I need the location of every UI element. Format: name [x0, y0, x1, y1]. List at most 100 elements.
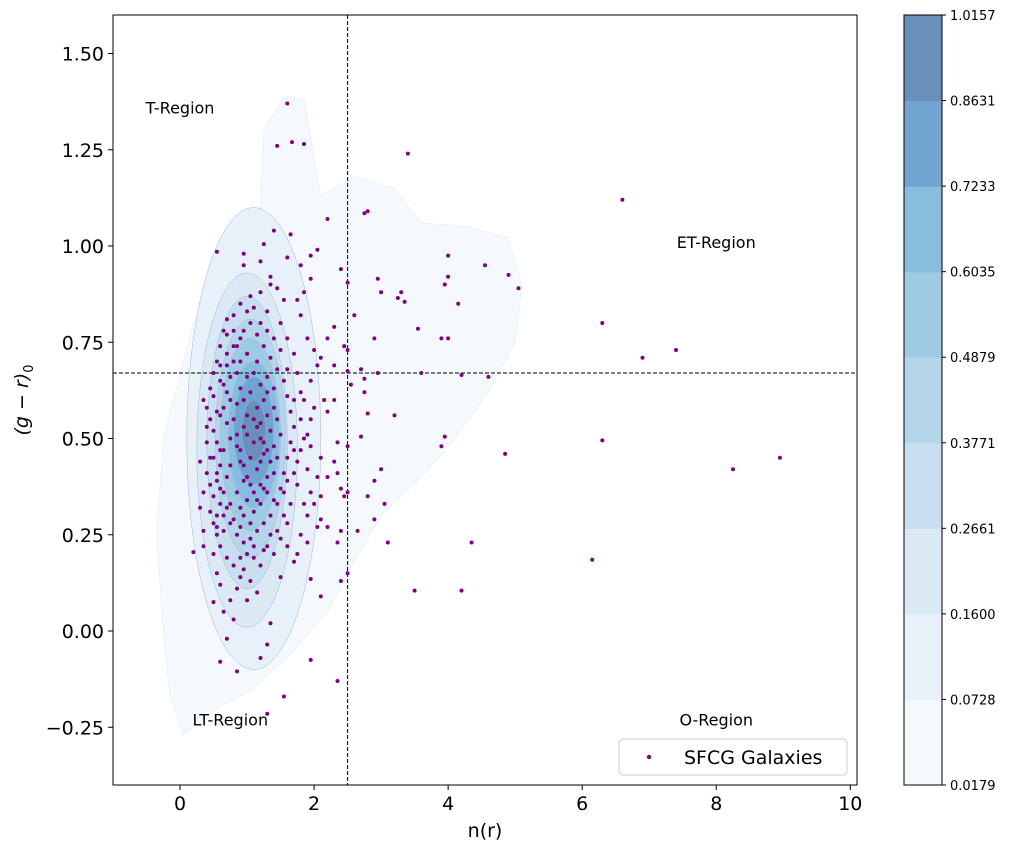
data-point — [342, 344, 347, 349]
data-point — [278, 575, 283, 580]
data-point — [382, 501, 387, 506]
data-point — [201, 528, 206, 533]
data-point — [335, 440, 340, 445]
data-point — [218, 378, 223, 383]
data-point — [248, 321, 253, 325]
data-point — [402, 299, 407, 304]
data-point — [261, 242, 266, 247]
density-level-9 — [241, 399, 267, 462]
data-point — [228, 501, 233, 506]
data-point — [399, 290, 404, 295]
data-point — [241, 328, 246, 333]
data-point — [241, 540, 246, 545]
data-point — [308, 253, 313, 258]
data-point — [295, 459, 300, 464]
data-point — [235, 490, 239, 495]
data-point — [600, 321, 605, 325]
y-tick-label: 0.25 — [62, 525, 104, 547]
data-point — [395, 296, 400, 300]
y-axis-label: (g − r)0 — [11, 365, 37, 436]
data-point — [231, 417, 236, 422]
colorbar-segment — [904, 271, 942, 358]
data-point — [251, 509, 256, 514]
y-tick-label: 0.00 — [62, 621, 104, 643]
region-label: ET-Region — [677, 233, 756, 252]
data-point — [308, 490, 313, 495]
data-point — [281, 378, 286, 383]
data-point — [483, 263, 487, 268]
colorbar-tick-label: 0.3771 — [950, 437, 996, 452]
data-point — [312, 348, 317, 352]
data-point — [265, 390, 270, 395]
colorbar-tick-label: 0.2661 — [950, 522, 996, 537]
data-point — [228, 436, 233, 441]
data-point — [365, 411, 370, 416]
data-point — [211, 455, 216, 460]
data-point — [359, 367, 363, 372]
data-point — [412, 588, 417, 593]
data-point — [275, 367, 280, 372]
data-point — [345, 369, 350, 374]
data-point — [516, 286, 521, 291]
data-point — [285, 394, 290, 399]
data-point — [271, 405, 276, 410]
data-point — [315, 247, 320, 252]
data-point — [251, 555, 256, 560]
data-point — [208, 482, 213, 487]
data-point — [285, 101, 290, 106]
data-point — [214, 571, 219, 576]
data-point — [486, 374, 491, 379]
legend-label: SFCG Galaxies — [684, 747, 822, 769]
data-point — [362, 376, 367, 381]
data-point — [235, 432, 239, 437]
data-point — [204, 471, 209, 476]
data-point — [201, 490, 206, 495]
data-point — [290, 140, 294, 145]
data-point — [271, 386, 276, 391]
data-point — [335, 679, 340, 683]
data-point — [268, 459, 273, 464]
data-point — [640, 355, 645, 360]
data-point — [308, 657, 313, 662]
data-point — [298, 313, 303, 318]
data-point — [298, 532, 303, 537]
data-point — [600, 438, 605, 443]
data-point — [258, 382, 263, 387]
data-point — [442, 282, 447, 287]
data-point — [305, 467, 310, 472]
density-contours — [156, 95, 523, 736]
data-point — [281, 490, 286, 495]
data-point — [241, 478, 246, 483]
data-point — [355, 528, 360, 533]
data-point — [235, 401, 239, 406]
data-point — [292, 559, 296, 564]
data-point — [308, 444, 313, 449]
data-point — [405, 151, 410, 156]
data-point — [332, 398, 337, 402]
data-point — [241, 251, 246, 256]
data-point — [224, 332, 229, 337]
data-point — [325, 409, 330, 414]
data-point — [392, 413, 397, 418]
data-point — [251, 490, 256, 495]
data-point — [372, 478, 377, 483]
data-point — [228, 521, 233, 526]
data-point — [255, 424, 260, 429]
colorbar-segment — [904, 613, 942, 700]
x-tick-label: 0 — [174, 793, 186, 815]
colorbar-segment — [904, 100, 942, 187]
data-point — [261, 521, 266, 526]
data-point — [261, 398, 266, 402]
data-point — [312, 405, 317, 410]
data-point — [315, 363, 320, 368]
data-point — [278, 432, 283, 437]
data-point — [281, 471, 286, 476]
data-point — [332, 324, 337, 329]
data-point — [218, 448, 223, 453]
data-point — [255, 528, 260, 533]
data-point — [255, 405, 260, 410]
data-point — [224, 475, 229, 479]
data-point — [218, 501, 223, 506]
data-point — [271, 444, 276, 449]
data-point — [258, 290, 263, 295]
